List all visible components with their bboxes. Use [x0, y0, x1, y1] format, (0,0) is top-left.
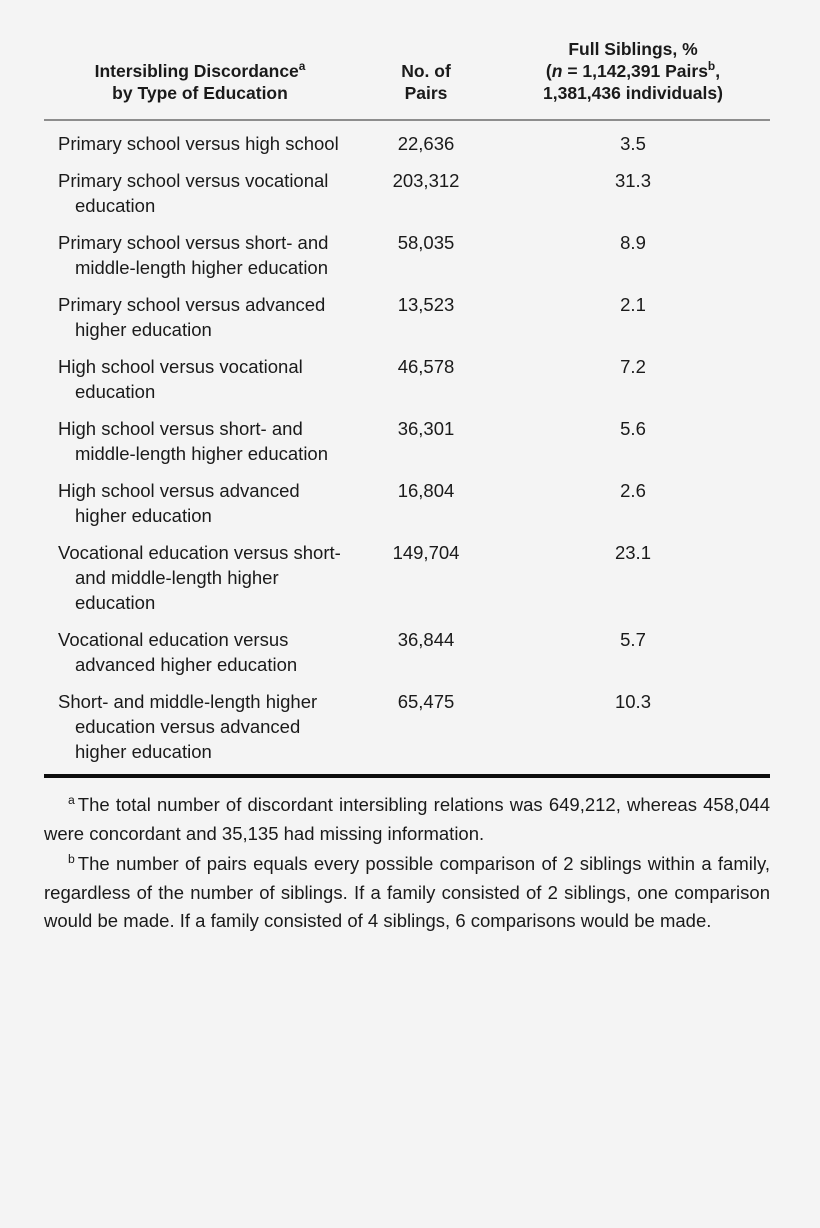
cell-full-siblings-pct: 10.3 — [614, 691, 651, 712]
cell-description: Primary school versus short- and middle-… — [58, 232, 329, 278]
footnote-a-text: The total number of discordant intersibl… — [44, 794, 770, 844]
cell-pairs: 65,475 — [397, 691, 455, 712]
footnote-b-marker: b — [68, 851, 75, 866]
cell-pairs: 46,578 — [397, 356, 455, 377]
cell-pairs: 13,523 — [397, 294, 455, 315]
cell-description: Short- and middle-length higher educatio… — [58, 691, 318, 762]
cell-full-siblings-pct: 2.6 — [620, 480, 646, 501]
cell-description: Primary school versus high school — [58, 133, 339, 154]
statistical-table: Intersibling Discordancea by Type of Edu… — [44, 0, 770, 938]
cell-pairs: 36,301 — [397, 418, 455, 439]
cell-description: High school versus vocational education — [58, 356, 303, 402]
column-header-pairs-line1: No. of — [401, 61, 451, 81]
table-row: High school versus short- and middle-len… — [44, 416, 770, 466]
footnote-marker-a-superscript: a — [298, 59, 306, 74]
cell-description: Vocational education versus short- and m… — [58, 542, 341, 613]
table-row: High school versus vocational education … — [44, 354, 770, 404]
cell-full-siblings-pct: 2.1 — [620, 294, 646, 315]
cell-pairs: 16,804 — [397, 480, 455, 501]
footnote-b: b The number of pairs equals every possib… — [44, 850, 770, 936]
cell-description: Vocational education versus advanced hig… — [58, 629, 298, 675]
cell-full-siblings-pct: 5.6 — [620, 418, 646, 439]
footnotes: a The total number of discordant intersib… — [44, 778, 770, 936]
column-header-full-siblings-line1: Full Siblings, % — [568, 39, 698, 59]
cell-pairs: 36,844 — [397, 629, 455, 650]
cell-description: High school versus advanced higher educa… — [58, 480, 300, 526]
cell-pairs: 58,035 — [397, 232, 455, 253]
table-row: Short- and middle-length higher educatio… — [44, 689, 770, 764]
column-header-pairs-line2: Pairs — [404, 83, 448, 103]
column-header-full-siblings: Full Siblings, % (n = 1,142,391 Pairsb, … — [496, 38, 770, 104]
cell-full-siblings-pct: 5.7 — [620, 629, 646, 650]
table-bottom-rule — [44, 774, 770, 778]
table-row: Primary school versus high school 22,636… — [44, 131, 770, 156]
table-body: Primary school versus high school 22,636… — [44, 121, 770, 764]
footnote-a-marker: a — [68, 792, 75, 807]
table-row: High school versus advanced higher educa… — [44, 478, 770, 528]
cell-description: Primary school versus vocational educati… — [58, 170, 329, 216]
footnote-marker-b-superscript: b — [707, 59, 716, 74]
table-row: Primary school versus advanced higher ed… — [44, 292, 770, 342]
column-header-full-siblings-line3: 1,381,436 individuals) — [543, 83, 723, 103]
cell-pairs: 22,636 — [397, 133, 455, 154]
column-header-pairs: No. of Pairs — [356, 60, 496, 104]
column-header-description-line2: by Type of Education — [112, 83, 288, 103]
cell-full-siblings-pct: 23.1 — [614, 542, 651, 563]
footnote-a: a The total number of discordant intersib… — [44, 791, 770, 848]
column-header-full-siblings-line2: (n = 1,142,391 Pairsb, — [496, 60, 770, 82]
cell-description: High school versus short- and middle-len… — [58, 418, 329, 464]
column-header-description-line1: Intersibling Discordancea — [50, 60, 350, 82]
table-header-row: Intersibling Discordancea by Type of Edu… — [44, 0, 770, 104]
header-divider-rule — [44, 119, 770, 121]
cell-pairs: 149,704 — [392, 542, 460, 563]
cell-description: Primary school versus advanced higher ed… — [58, 294, 326, 340]
cell-full-siblings-pct: 31.3 — [614, 170, 651, 191]
sample-size-value: = 1,142,391 Pairs — [562, 61, 708, 81]
table-row: Vocational education versus advanced hig… — [44, 627, 770, 677]
paren-open: ( — [545, 61, 552, 81]
footnote-b-text: The number of pairs equals every possibl… — [44, 853, 770, 931]
column-header-description: Intersibling Discordancea by Type of Edu… — [44, 60, 356, 104]
table-row: Primary school versus vocational educati… — [44, 168, 770, 218]
cell-full-siblings-pct: 7.2 — [620, 356, 646, 377]
sample-size-symbol: n — [551, 61, 563, 81]
column-header-description-text: Intersibling Discordance — [94, 61, 299, 81]
cell-full-siblings-pct: 8.9 — [620, 232, 646, 253]
table-row: Vocational education versus short- and m… — [44, 540, 770, 615]
table-row: Primary school versus short- and middle-… — [44, 230, 770, 280]
comma: , — [715, 61, 721, 81]
cell-pairs: 203,312 — [392, 170, 460, 191]
cell-full-siblings-pct: 3.5 — [620, 133, 646, 154]
